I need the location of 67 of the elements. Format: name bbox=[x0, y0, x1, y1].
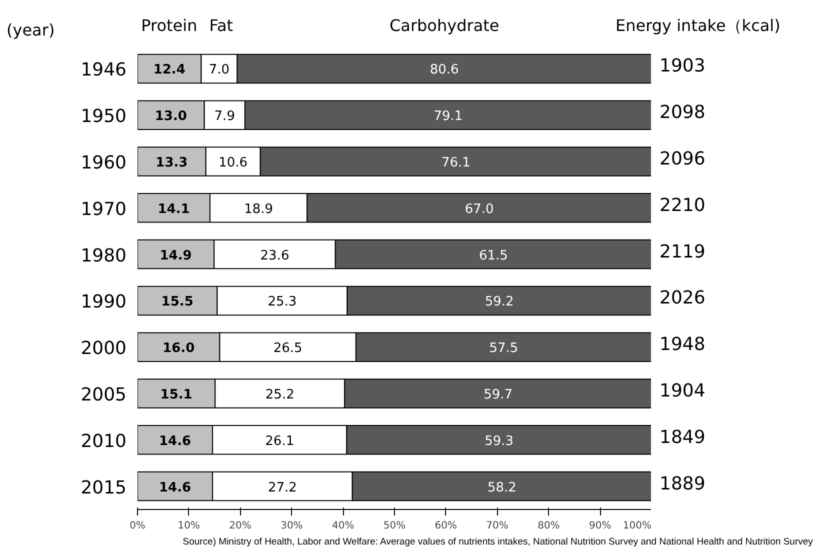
data-label: 59.3 bbox=[484, 434, 514, 449]
data-label: 15.5 bbox=[161, 294, 194, 310]
series-label: Fat bbox=[209, 16, 234, 35]
data-label: 12.4 bbox=[153, 62, 186, 78]
text: 2096 bbox=[660, 148, 706, 170]
data-label: 14.6 bbox=[158, 480, 192, 496]
y-tick-label: 2005 bbox=[80, 384, 127, 406]
x-tick-label: 90% bbox=[588, 520, 612, 532]
x-tick-label: 80% bbox=[538, 520, 560, 532]
data-label: 57.5 bbox=[489, 341, 518, 356]
text: 2026 bbox=[660, 288, 706, 309]
text: 1904 bbox=[660, 380, 706, 402]
data-label: 7.0 bbox=[208, 62, 230, 78]
data-label: 25.3 bbox=[268, 294, 297, 310]
data-label: 23.6 bbox=[260, 248, 290, 264]
text: 1889 bbox=[660, 473, 706, 494]
data-label: 80.6 bbox=[430, 62, 459, 78]
data-label: 58.2 bbox=[487, 480, 516, 496]
y-tick-label: 1946 bbox=[80, 60, 127, 81]
text: Energy intake（kcal) bbox=[616, 16, 780, 35]
x-tick-label: 50% bbox=[383, 520, 406, 532]
data-label: 14.1 bbox=[158, 202, 190, 217]
data-label: 13.0 bbox=[154, 109, 187, 124]
x-tick-label: 100% bbox=[622, 520, 652, 532]
data-label: 59.2 bbox=[484, 294, 514, 310]
data-label: 26.5 bbox=[273, 341, 302, 356]
text: 2119 bbox=[660, 241, 706, 262]
data-label: 59.7 bbox=[484, 388, 513, 402]
data-label: 13.3 bbox=[156, 156, 188, 170]
data-label: 67.0 bbox=[464, 202, 494, 217]
series-label: Carbohydrate bbox=[389, 16, 500, 35]
series-label: Protein bbox=[141, 16, 198, 35]
data-label: 16.0 bbox=[162, 341, 195, 356]
data-label: 79.1 bbox=[434, 109, 463, 124]
data-label: 27.2 bbox=[268, 480, 297, 496]
data-label: 10.6 bbox=[218, 156, 248, 170]
data-label: 61.5 bbox=[478, 248, 508, 264]
y-tick-label: 2010 bbox=[80, 430, 127, 452]
x-tick-label: 30% bbox=[280, 520, 303, 532]
x-tick-label: 60% bbox=[434, 520, 458, 532]
text: 1849 bbox=[660, 426, 706, 448]
text: 2210 bbox=[660, 194, 706, 216]
source-note: Source) Ministry of Health, Labor and Welfare: Average values of nutrients intakes, National Nutrition Survey and National Health and Nutrition Survey bbox=[182, 536, 814, 548]
data-label: 25.2 bbox=[265, 388, 294, 402]
x-tick-label: 10% bbox=[178, 520, 200, 532]
y-tick-label: 1960 bbox=[80, 152, 127, 174]
x-tick-label: 70% bbox=[486, 520, 508, 532]
y-tick-label: 1980 bbox=[80, 245, 127, 266]
data-label: 14.6 bbox=[158, 434, 192, 449]
y-tick-label: 1970 bbox=[80, 198, 127, 220]
data-label: 26.1 bbox=[265, 434, 294, 449]
text: 1903 bbox=[660, 56, 706, 77]
data-label: 15.1 bbox=[160, 388, 192, 402]
data-label: 76.1 bbox=[441, 156, 470, 170]
text: 1948 bbox=[660, 334, 706, 356]
text: 2098 bbox=[660, 102, 706, 124]
data-label: 7.9 bbox=[214, 109, 235, 124]
y-tick-label: 2000 bbox=[80, 338, 127, 360]
data-label: 14.9 bbox=[160, 248, 192, 264]
y-tick-label: 2015 bbox=[80, 477, 127, 498]
y-tick-label: 1950 bbox=[80, 106, 127, 128]
x-tick-label: 20% bbox=[229, 520, 252, 532]
x-tick-label: 0% bbox=[130, 520, 146, 532]
x-tick-label: 40% bbox=[332, 520, 354, 532]
y-axis-title: (year) bbox=[6, 20, 55, 40]
y-tick-label: 1990 bbox=[80, 292, 127, 313]
data-label: 18.9 bbox=[244, 202, 274, 217]
